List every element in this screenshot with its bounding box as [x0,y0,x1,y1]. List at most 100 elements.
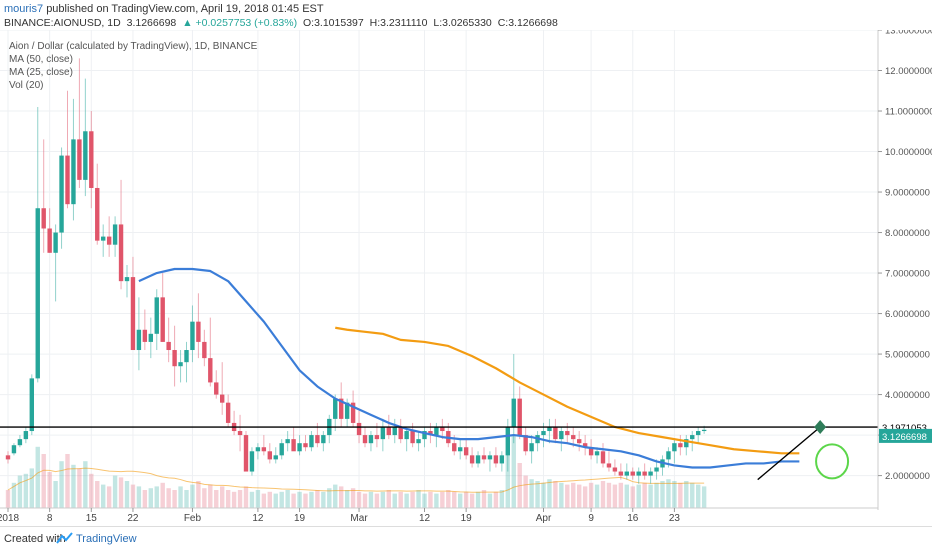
volume-bar [339,486,344,508]
last-price-label: 3.1266698 [882,432,927,443]
legend-ma25[interactable]: MA (25, close) [9,67,73,78]
candle-body [59,155,64,233]
candle-body [701,429,707,432]
x-tick-label: 15 [86,513,98,524]
volume-bar [547,479,552,508]
candle-body [41,208,46,229]
candle-body [594,451,600,456]
y-tick-label: 12.0000000 [885,66,932,77]
candle-body [214,382,219,395]
candle-body [469,455,475,464]
candle-body [273,455,278,460]
candle-body [386,426,391,436]
volume-bar [350,488,356,508]
candle-body [350,402,356,423]
candle-body [220,394,225,403]
y-tick-label: 4.0000000 [885,390,930,401]
candle-body [243,435,249,472]
candle-body [237,431,243,436]
volume-bar [118,477,124,508]
candle-body [690,435,695,440]
candle-body [196,321,201,342]
candle-body [428,431,433,436]
candle-body [89,131,94,188]
volume-bar [178,486,183,508]
last-price: 3.1266698 [126,17,177,29]
volume-bar [642,482,647,508]
candle-body [684,439,689,448]
volume-bar [416,490,421,508]
candle-body [321,435,326,444]
price-chart[interactable]: 13.0000000 12.0000000 11.0000000 10.0000000… [0,30,932,524]
volume-bar [618,482,624,508]
candle-body [654,467,659,472]
x-tick-label: 2018 [0,513,20,524]
volume-bar [624,484,629,508]
volume-bar [696,484,701,508]
volume-bar [344,490,350,508]
volume-bar [71,464,76,508]
created-with-label: Created with [4,533,66,545]
volume-bar [297,491,302,508]
author-link[interactable]: mouris7 [4,3,44,15]
candle-body [225,402,231,423]
x-tick-label: 22 [127,513,139,524]
tradingview-logo-icon[interactable] [56,531,74,545]
volume-bar [309,491,314,508]
candle-body [29,378,34,432]
candle-body [77,139,82,180]
volume-bar [660,481,665,508]
volume-bar [612,484,618,508]
legend-ma50[interactable]: MA (50, close) [9,54,73,65]
candle-body [458,447,463,452]
volume-bar [267,491,272,508]
publish-line: mouris7 published on TradingView.com, Ap… [4,3,324,15]
y-tick-label: 6.0000000 [885,309,930,320]
x-tick-label: 19 [461,513,473,524]
volume-bar [208,484,213,508]
candle-body [565,431,570,436]
volume-bar [190,484,195,508]
volume-bar [380,491,386,508]
volume-bar [23,473,29,508]
volume-bar [29,468,34,508]
candle-body [83,131,88,180]
volume-bar [166,488,171,508]
legend-volume[interactable]: Vol (20) [9,80,44,91]
candle-body [154,297,159,334]
volume-bar [303,493,308,508]
candle-body [368,435,374,444]
volume-bar [487,493,493,508]
x-tick-label: 19 [294,513,306,524]
candle-body [23,431,29,440]
volume-bar [499,490,505,508]
volume-bar [279,491,284,508]
y-tick-label: 8.0000000 [885,228,930,239]
volume-bar [17,475,23,508]
volume-bar [630,486,635,508]
volume-bar [463,491,469,508]
candle-body [160,297,165,342]
volume-bar [130,484,136,508]
volume-bar [571,482,576,508]
volume-bar [89,473,94,508]
publish-info: published on TradingView.com, April 19, … [46,3,324,15]
candle-body [624,471,629,476]
volume-bar [273,493,278,508]
candle-body [517,398,522,436]
symbol-label: BINANCE:AIONUSD, 1D [4,17,121,29]
candle-body [303,443,308,448]
volume-bar [261,493,267,508]
tradingview-brand[interactable]: TradingView [76,533,137,545]
candle-body [190,321,195,351]
volume-bar [196,481,201,508]
volume-bar [249,491,255,508]
volume-bar [440,491,445,508]
candle-body [148,333,153,342]
low-value: L:3.0265330 [433,17,492,29]
x-tick-label: 12 [252,513,264,524]
candle-body [279,443,284,456]
y-tick-label: 11.0000000 [885,107,932,118]
close-value: C:3.1266698 [497,17,558,29]
volume-bar [291,493,296,508]
